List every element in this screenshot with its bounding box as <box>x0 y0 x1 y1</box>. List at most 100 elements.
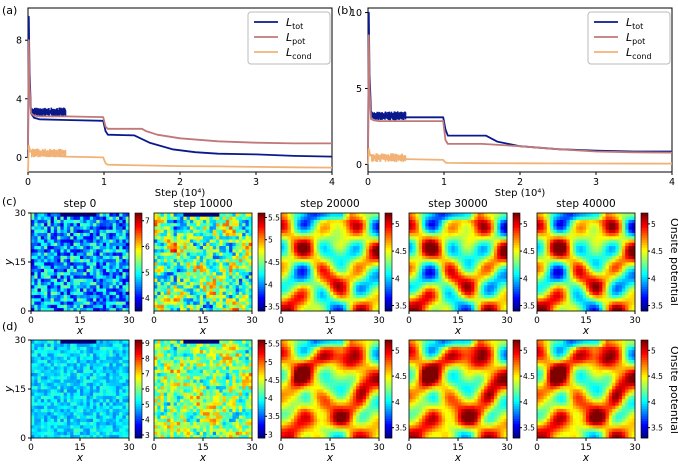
heatmap-cell <box>284 262 288 266</box>
heatmap-cell <box>199 294 204 299</box>
heatmap-cell <box>222 258 227 263</box>
heatmap-cell <box>53 304 58 309</box>
heatmap-cell <box>287 301 292 305</box>
heatmap-cell <box>176 255 181 260</box>
heatmap-cell <box>553 262 557 266</box>
heatmap-cell <box>37 255 42 260</box>
heatmap-cell <box>242 222 246 227</box>
heatmap-cell <box>493 252 498 256</box>
heatmap-cell <box>608 268 613 273</box>
heatmap-cell <box>57 288 61 292</box>
heatmap-cell <box>458 245 462 250</box>
heatmap-cell <box>330 219 334 224</box>
heatmap-cell <box>73 213 78 217</box>
heatmap-cell <box>431 235 436 240</box>
heatmap-cell <box>86 216 91 220</box>
heatmap-cell <box>63 216 68 220</box>
heatmap-cell <box>422 281 426 286</box>
heatmap-cell <box>362 242 367 247</box>
heatmap-cell <box>287 288 292 292</box>
heatmap-cell <box>209 213 214 217</box>
heatmap-cell <box>115 265 120 269</box>
y-tick-label: 10 <box>350 8 362 19</box>
heatmap-cell <box>183 304 188 309</box>
heatmap-cell <box>559 265 564 269</box>
heatmap-cell <box>37 294 42 299</box>
heatmap-cell <box>303 252 308 256</box>
heatmap-cell <box>497 213 501 217</box>
heatmap-cell <box>409 255 413 260</box>
heatmap-cell <box>484 213 488 217</box>
heatmap-cell <box>160 232 165 237</box>
heatmap-cell <box>307 262 311 266</box>
heatmap-cell <box>206 265 210 269</box>
heatmap-cell <box>349 307 354 312</box>
heatmap-cell <box>109 265 114 269</box>
heatmap-cell <box>553 275 557 279</box>
heatmap-cell <box>422 216 426 220</box>
heatmap-cell <box>326 294 331 299</box>
heatmap-cell <box>375 248 380 253</box>
heatmap-cell <box>193 219 197 224</box>
heatmap-cell <box>435 255 439 260</box>
heatmap-cell <box>418 248 423 253</box>
heatmap-cell <box>119 278 123 282</box>
heatmap-cell <box>586 304 590 309</box>
heatmap-cell <box>349 222 354 227</box>
heatmap-cell <box>336 284 341 289</box>
heatmap-cell <box>186 235 191 240</box>
heatmap-cell <box>209 297 214 302</box>
heatmap-cell <box>83 255 87 260</box>
heatmap-cell <box>628 294 633 299</box>
heatmap-cell <box>628 307 633 312</box>
heatmap-cell <box>625 258 629 263</box>
heatmap-cell <box>628 301 633 305</box>
heatmap-cell <box>365 281 370 286</box>
heatmap-cell <box>497 222 501 227</box>
heatmap-cell <box>556 281 561 286</box>
heatmap-cell <box>310 278 315 282</box>
heatmap-cell <box>157 275 161 279</box>
heatmap-cell <box>63 281 68 286</box>
heatmap-cell <box>500 291 505 296</box>
heatmap-cell <box>454 294 459 299</box>
heatmap-cell <box>592 288 597 292</box>
heatmap-cell <box>477 304 482 309</box>
heatmap-cell <box>180 291 184 296</box>
heatmap-cell <box>553 268 557 273</box>
heatmap-cell <box>99 304 104 309</box>
heatmap-cell <box>287 255 292 260</box>
heatmap-cell <box>112 278 117 282</box>
heatmap-cell <box>93 307 97 312</box>
heatmap-cell <box>112 232 117 237</box>
heatmap-cell <box>487 222 492 227</box>
heatmap-cell <box>310 262 315 266</box>
heatmap-cell <box>60 265 65 269</box>
heatmap-cell <box>464 229 469 233</box>
heatmap-cell <box>99 301 104 305</box>
heatmap-cell <box>40 242 45 247</box>
heatmap-cell <box>467 268 472 273</box>
heatmap-cell <box>37 229 42 233</box>
heatmap-cell <box>487 288 492 292</box>
heatmap-cells <box>154 213 253 312</box>
heatmap-cell <box>435 301 439 305</box>
heatmap-cell <box>235 222 240 227</box>
heatmap-cell <box>425 252 429 256</box>
heatmap-cell <box>448 219 452 224</box>
heatmap-cell <box>503 213 508 217</box>
heatmap-cell <box>89 288 94 292</box>
heatmap-cell <box>484 294 488 299</box>
heatmap-cell <box>310 213 315 217</box>
heatmap-cell <box>323 255 328 260</box>
heatmap-cell <box>303 242 308 247</box>
colorbar-segment <box>513 259 520 263</box>
heatmap-cell <box>119 304 123 309</box>
x-tick-label: 15 <box>74 316 85 326</box>
heatmap-cell <box>232 232 237 237</box>
heatmap-cell <box>563 271 567 276</box>
heatmap-cell <box>294 284 298 289</box>
heatmap-cell <box>461 288 465 292</box>
heatmap-cell <box>428 213 433 217</box>
